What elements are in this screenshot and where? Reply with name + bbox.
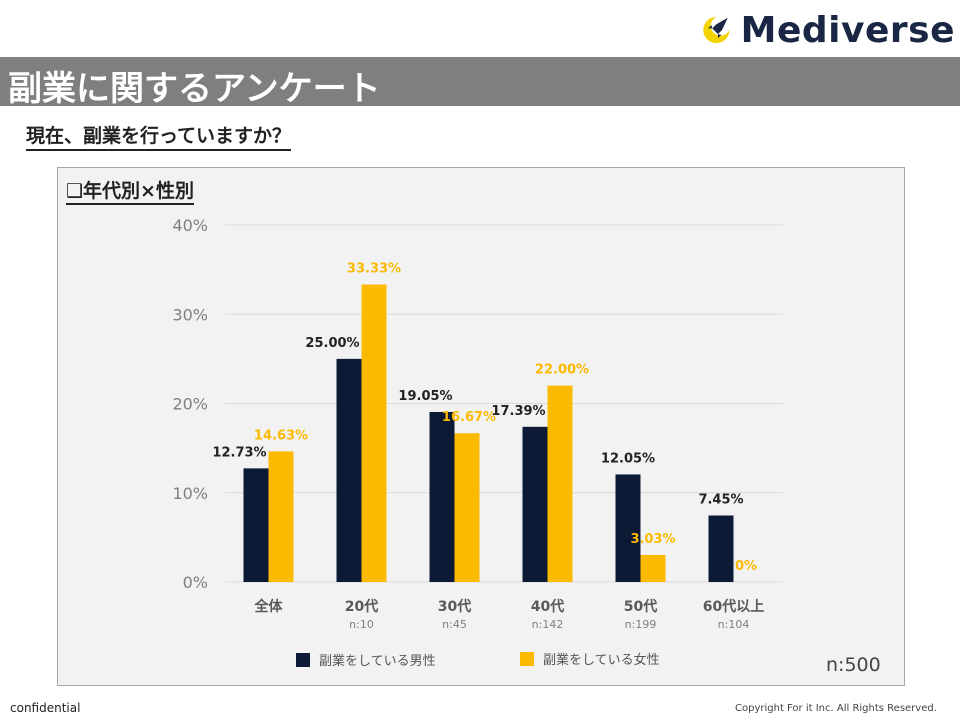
data-label: 7.45% [698,493,743,508]
x-tick-label: 20代 [345,598,378,615]
bar-male [243,468,269,582]
x-tick-label: 全体 [254,598,284,615]
bar-male [615,474,641,582]
y-tick-label: 30% [172,305,208,324]
data-label: 22.00% [535,363,589,378]
brand-logo: Mediverse [700,8,955,52]
data-label: 16.67% [442,410,496,425]
legend-item-female: 副業をしている女性 [520,649,660,668]
data-label: 17.39% [491,404,545,419]
title-bar: 副業に関するアンケート [0,57,960,109]
bar-female [547,385,573,582]
footer-copyright: Copyright For it Inc. All Rights Reserve… [735,703,937,714]
legend-label-male: 副業をしている男性 [319,654,436,669]
brand-name: Mediverse [740,9,955,51]
y-tick-label: 20% [172,395,208,414]
legend-item-male: 副業をしている男性 [296,650,436,669]
x-tick-sample-size: n:199 [625,618,657,631]
x-tick-sample-size: n:142 [532,618,564,631]
legend-label-female: 副業をしている女性 [543,653,660,668]
x-tick-sample-size: n:104 [718,618,750,631]
x-tick-label: 60代以上 [703,598,764,615]
data-label: 14.63% [254,428,308,443]
data-label: 3.03% [630,532,675,547]
data-label: 12.05% [601,451,655,466]
bar-male [522,426,548,582]
sample-size-total: n:500 [826,654,881,676]
x-tick-label: 50代 [624,598,657,615]
data-label: 12.73% [212,445,266,460]
bar-female [361,284,387,582]
y-tick-label: 10% [172,484,208,503]
bar-male [429,411,455,582]
y-tick-label: 40% [172,216,208,235]
data-label: 0% [735,559,757,574]
bar-male [336,358,362,582]
x-tick-label: 30代 [438,598,471,615]
chart-title: ❑年代別×性別 [66,176,194,205]
x-tick-sample-size: n:45 [442,618,467,631]
data-label: 19.05% [398,389,452,404]
y-tick-label: 0% [183,573,208,592]
question-heading: 現在、副業を行っていますか？ [26,121,292,151]
chart-panel [57,167,905,686]
data-label: 25.00% [305,336,359,351]
legend-swatch-female [520,651,534,666]
bar-male [708,515,734,582]
bar-female [640,554,666,582]
legend-swatch-male [296,652,310,667]
bar-female [268,451,294,582]
rocket-moon-icon [703,16,730,44]
data-label: 33.33% [347,262,401,277]
footer-confidential: confidential [10,701,81,715]
bar-female [454,433,480,582]
x-tick-label: 40代 [531,598,564,615]
page-title: 副業に関するアンケート [8,69,381,109]
x-tick-sample-size: n:10 [349,618,374,631]
